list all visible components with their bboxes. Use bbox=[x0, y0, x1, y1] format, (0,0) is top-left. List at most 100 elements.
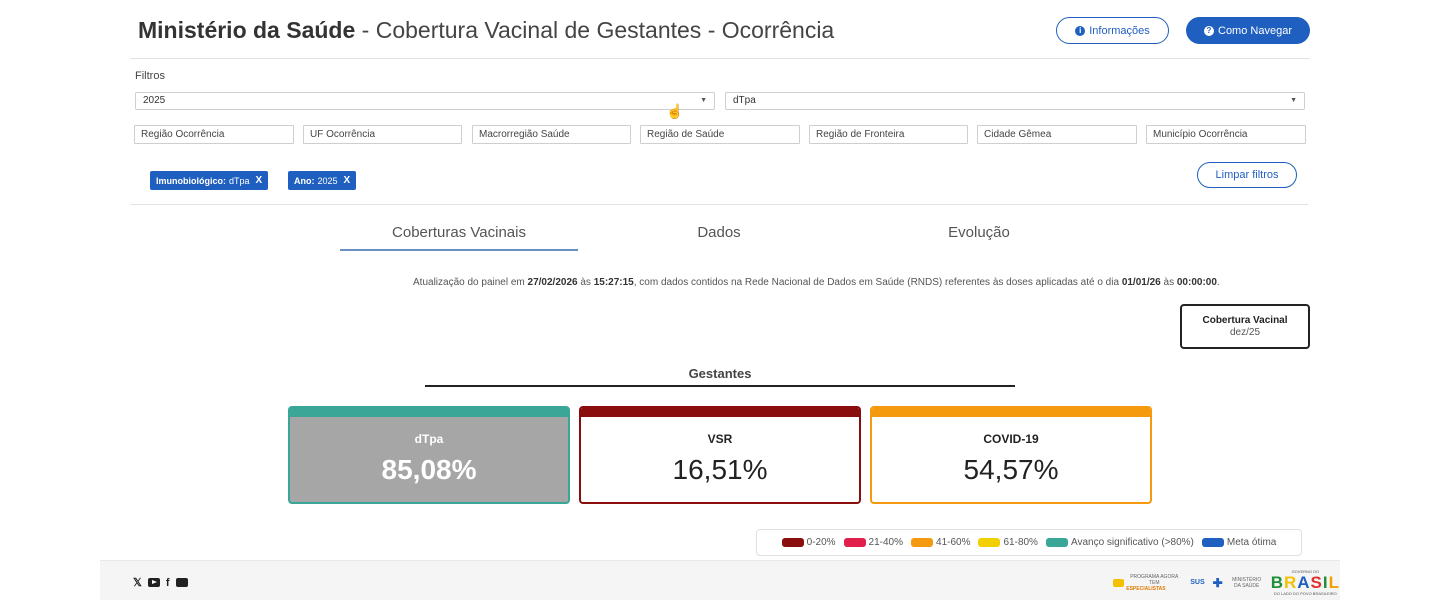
coverage-period-box: Cobertura Vacinal dez/25 bbox=[1180, 304, 1310, 349]
governo-brasil-logo: GOVERNO DO BRASIL DO LADO DO POVO BRASIL… bbox=[1271, 569, 1340, 596]
card-value: 54,57% bbox=[963, 454, 1059, 485]
update-time: 15:27:15 bbox=[593, 277, 634, 288]
social-links: 𝕏 f bbox=[133, 576, 188, 589]
update-text: Atualização do painel em bbox=[413, 277, 528, 288]
card-label: VSR bbox=[707, 432, 733, 446]
active-tab-indicator bbox=[340, 249, 578, 251]
sus-cross-icon: ✚ bbox=[1212, 575, 1223, 590]
legend-item: 21-40% bbox=[843, 537, 904, 548]
vaccine-select-value: dTpa bbox=[733, 95, 756, 106]
question-icon: ? bbox=[1204, 25, 1214, 36]
close-icon[interactable]: X bbox=[343, 175, 351, 186]
brasil-letter: A bbox=[1297, 573, 1311, 592]
filter-macrorregiao-saude[interactable]: Macrorregião Saúde bbox=[472, 125, 631, 144]
section-divider bbox=[425, 385, 1015, 387]
legend-label: 21-40% bbox=[868, 537, 904, 548]
facebook-icon[interactable]: f bbox=[165, 576, 170, 589]
data-date: 01/01/26 bbox=[1121, 277, 1161, 288]
footer-logos: PROGRAMA AGORA TEM ESPECIALISTAS SUS ✚ M… bbox=[1113, 569, 1340, 596]
filter-uf-ocorrencia[interactable]: UF Ocorrência bbox=[303, 125, 462, 144]
logo-text: PROGRAMA AGORA TEM bbox=[1130, 573, 1179, 586]
coverage-card-covid19[interactable]: COVID-19 54,57% bbox=[870, 406, 1152, 504]
divider bbox=[130, 204, 1308, 205]
legend-item: Avanço significativo (>80%) bbox=[1045, 537, 1194, 548]
legend-label: Meta ótima bbox=[1226, 537, 1277, 548]
logo-text: DO LADO DO POVO BRASILEIRO bbox=[1273, 591, 1337, 596]
youtube-icon[interactable] bbox=[147, 578, 160, 587]
header: Ministério da Saúde - Cobertura Vacinal … bbox=[138, 16, 1310, 48]
x-icon[interactable]: 𝕏 bbox=[133, 577, 142, 589]
brasil-letter: R bbox=[1283, 573, 1298, 592]
ministerio-logo: MINISTÉRIO DA SAÚDE bbox=[1232, 576, 1262, 589]
update-text: . bbox=[1216, 277, 1220, 288]
clear-filters-button[interactable]: Limpar filtros bbox=[1197, 162, 1297, 188]
logo-text: ESPECIALISTAS bbox=[1126, 585, 1166, 592]
sus-logo: SUS bbox=[1190, 579, 1205, 586]
chip-value: dTpa bbox=[229, 175, 250, 186]
chevron-down-icon: ▼ bbox=[700, 97, 707, 104]
year-select[interactable]: 2025 ▼ bbox=[135, 92, 715, 110]
help-button[interactable]: ? Como Navegar bbox=[1186, 17, 1310, 44]
coverage-box-period: dez/25 bbox=[1229, 327, 1261, 338]
card-value: 16,51% bbox=[672, 454, 768, 485]
filter-cidade-gemea[interactable]: Cidade Gêmea bbox=[977, 125, 1137, 144]
flickr-icon[interactable] bbox=[175, 578, 188, 587]
legend-label: Avanço significativo (>80%) bbox=[1070, 537, 1194, 548]
legend-swatch bbox=[978, 538, 1001, 547]
brasil-letter: I bbox=[1322, 573, 1329, 592]
chip-key: Imunobiológico: bbox=[156, 175, 226, 186]
especialistas-logo: PROGRAMA AGORA TEM ESPECIALISTAS bbox=[1113, 574, 1182, 592]
update-date: 27/02/2026 bbox=[527, 277, 578, 288]
legend-item: 41-60% bbox=[911, 537, 970, 548]
update-info: Atualização do painel em 27/02/2026 às 1… bbox=[413, 277, 1220, 288]
tab-dados[interactable]: Dados bbox=[697, 224, 741, 241]
legend-label: 0-20% bbox=[806, 537, 836, 548]
brasil-letter: B bbox=[1270, 573, 1284, 592]
logo-text: GOVERNO DO bbox=[1291, 569, 1320, 574]
color-legend: 0-20% 21-40% 41-60% 61-80% Avanço significat… bbox=[756, 529, 1302, 556]
vaccine-select[interactable]: dTpa ▼ bbox=[725, 92, 1305, 110]
filter-regiao-ocorrencia[interactable]: Região Ocorrência bbox=[134, 125, 294, 144]
info-icon: i bbox=[1075, 25, 1086, 36]
legend-swatch bbox=[843, 538, 866, 547]
title-ministry: Ministério da Saúde bbox=[138, 17, 356, 43]
legend-swatch bbox=[911, 538, 934, 547]
close-icon[interactable]: X bbox=[255, 175, 263, 186]
brasil-wordmark: BRASIL bbox=[1271, 574, 1340, 591]
divider bbox=[130, 58, 1310, 59]
update-text: , com dados contidos na Rede Nacional de… bbox=[633, 277, 1122, 288]
filter-regiao-saude[interactable]: Região de Saúde bbox=[640, 125, 800, 144]
update-text: às bbox=[1160, 277, 1177, 288]
title-subtitle: - Cobertura Vacinal de Gestantes - Ocorr… bbox=[355, 17, 835, 43]
card-color-bar bbox=[581, 408, 859, 417]
filter-municipio-ocorrencia[interactable]: Município Ocorrência bbox=[1146, 125, 1306, 144]
info-button-label: Informações bbox=[1089, 24, 1150, 37]
year-select-value: 2025 bbox=[143, 95, 166, 106]
filters-label: Filtros bbox=[135, 70, 165, 82]
card-color-bar bbox=[290, 408, 568, 417]
info-button[interactable]: i Informações bbox=[1056, 17, 1169, 44]
legend-label: 61-80% bbox=[1003, 537, 1038, 548]
filter-regiao-fronteira[interactable]: Região de Fronteira bbox=[809, 125, 968, 144]
legend-label: 41-60% bbox=[936, 537, 971, 548]
coverage-card-dtpa[interactable]: dTpa 85,08% bbox=[288, 406, 570, 504]
brasil-letter: S bbox=[1310, 573, 1323, 592]
help-button-label: Como Navegar bbox=[1218, 24, 1292, 37]
chevron-down-icon: ▼ bbox=[1290, 97, 1297, 104]
filter-chip-ano[interactable]: Ano: 2025 X bbox=[288, 171, 357, 190]
footer: 𝕏 f PROGRAMA AGORA TEM ESPECIALISTAS SUS… bbox=[100, 560, 1340, 600]
filter-chip-imunobiologico[interactable]: Imunobiológico: dTpa X bbox=[150, 171, 269, 190]
tab-coberturas-vacinais[interactable]: Coberturas Vacinais bbox=[392, 224, 526, 241]
data-time: 00:00:00 bbox=[1176, 277, 1217, 288]
card-color-bar bbox=[872, 408, 1150, 417]
update-text: às bbox=[577, 277, 594, 288]
chip-value: 2025 bbox=[317, 175, 338, 186]
card-label: dTpa bbox=[414, 432, 444, 446]
chip-key: Ano: bbox=[294, 175, 315, 186]
legend-item: 0-20% bbox=[781, 537, 836, 548]
tab-evolucao[interactable]: Evolução bbox=[948, 224, 1010, 241]
brasil-letter: L bbox=[1328, 573, 1340, 592]
coverage-box-title: Cobertura Vacinal bbox=[1202, 315, 1288, 326]
coverage-card-vsr[interactable]: VSR 16,51% bbox=[579, 406, 861, 504]
